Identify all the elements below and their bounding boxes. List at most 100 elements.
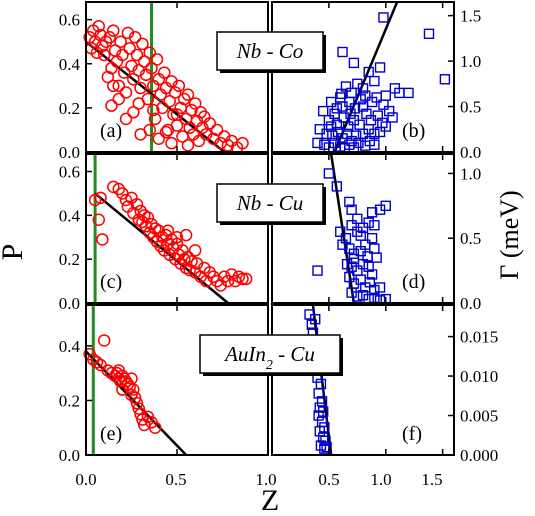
data-point-left-r1-60 bbox=[188, 244, 202, 257]
data-point-right-r0-0 bbox=[378, 12, 389, 23]
data-point-left-r0-41 bbox=[158, 66, 171, 79]
data-point-right-r1-38 bbox=[352, 291, 363, 302]
ticks-layer: 0.00.20.40.60.00.51.01.50.00.20.40.60.00… bbox=[59, 2, 498, 465]
data-point-right-r2-10 bbox=[313, 388, 324, 399]
data-point-right-r0-5 bbox=[363, 66, 374, 78]
data-point-left-r0-64 bbox=[199, 128, 213, 141]
panel-frame-right-r0 bbox=[271, 1, 455, 153]
data-point-left-r0-77 bbox=[152, 132, 166, 146]
y-tick-label-right-r2-0: 0.000 bbox=[460, 446, 498, 465]
data-point-right-r0-69 bbox=[325, 121, 337, 132]
data-point-right-r0-10 bbox=[325, 96, 337, 108]
material-box-bg-r1 bbox=[216, 183, 324, 223]
data-point-right-r1-2 bbox=[344, 196, 355, 208]
labels-layer: (a) (b) Nb - Co (c) (d) Nb - Cu (e) (f) AuIn2 - … bbox=[100, 31, 425, 445]
y-tick-label-right-r2-2: 0.010 bbox=[460, 367, 498, 386]
data-point-left-r1-47 bbox=[203, 266, 217, 279]
material-label-r1: Nb - Cu bbox=[236, 191, 304, 215]
data-point-left-r0-28 bbox=[134, 81, 147, 95]
data-point-left-r0-20 bbox=[119, 86, 133, 99]
data-point-left-r0-79 bbox=[181, 139, 195, 152]
data-point-right-r0-39 bbox=[387, 112, 398, 123]
x-axis-title: Z bbox=[261, 484, 279, 516]
data-point-left-r0-5 bbox=[92, 20, 105, 33]
data-point-left-r1-7 bbox=[119, 193, 133, 207]
data-point-right-r2-21 bbox=[319, 443, 330, 454]
data-point-left-r0-67 bbox=[210, 123, 224, 137]
data-point-left-r2-18 bbox=[128, 391, 142, 404]
data-point-left-r0-83 bbox=[159, 125, 173, 139]
y-tick-label-right-r2-3: 0.015 bbox=[460, 328, 498, 347]
data-point-left-r2-19 bbox=[130, 396, 144, 410]
data-point-right-r1-44 bbox=[348, 253, 360, 265]
data-point-right-r1-14 bbox=[369, 220, 380, 231]
data-point-left-r1-3 bbox=[96, 233, 109, 246]
data-point-right-r0-6 bbox=[374, 62, 386, 73]
data-point-left-r1-57 bbox=[239, 272, 253, 286]
data-point-left-r0-29 bbox=[136, 37, 149, 51]
data-point-right-r1-35 bbox=[369, 284, 380, 296]
fit-line-right-r1 bbox=[329, 153, 356, 304]
data-point-right-r0-19 bbox=[344, 96, 355, 108]
data-point-left-r1-59 bbox=[179, 228, 193, 242]
data-point-right-r0-16 bbox=[369, 75, 380, 87]
data-point-right-r0-9 bbox=[403, 87, 414, 99]
data-point-left-r1-39 bbox=[181, 250, 195, 264]
data-point-left-r1-41 bbox=[185, 255, 198, 268]
material-box-bg-r2 bbox=[199, 334, 341, 374]
data-point-right-r0-65 bbox=[336, 88, 347, 100]
panel-label-left-r1: (c) bbox=[100, 271, 122, 293]
y-tick-label-right-r0-0: 0.0 bbox=[460, 143, 481, 162]
data-point-right-r1-0 bbox=[323, 168, 335, 179]
x-tick-label-right-1: 1.0 bbox=[370, 470, 391, 489]
y-tick-label-left-r1-3: 0.6 bbox=[59, 163, 80, 182]
data-point-left-r0-25 bbox=[128, 31, 142, 44]
markers-layer bbox=[83, 12, 451, 454]
data-point-right-r0-38 bbox=[380, 121, 391, 132]
data-point-right-r0-51 bbox=[374, 126, 386, 138]
panel-label-right-r0: (b) bbox=[402, 120, 425, 142]
x-tick-label-right-2: 1.5 bbox=[421, 470, 442, 489]
x-tick-label-left-0: 0.0 bbox=[75, 470, 96, 489]
data-point-right-r0-31 bbox=[343, 121, 354, 132]
data-point-right-r2-2 bbox=[310, 314, 321, 325]
x-tick-label-left-2: 1.0 bbox=[255, 470, 276, 489]
data-point-left-r0-24 bbox=[127, 72, 140, 86]
data-point-left-r0-47 bbox=[168, 86, 182, 99]
data-point-right-r1-1 bbox=[331, 181, 343, 192]
data-point-right-r1-36 bbox=[374, 282, 386, 293]
data-point-left-r0-18 bbox=[116, 48, 129, 62]
data-point-left-r1-61 bbox=[170, 231, 184, 244]
panel-label-right-r2: (f) bbox=[402, 423, 422, 445]
data-point-left-r1-11 bbox=[130, 198, 144, 211]
y-tick-label-right-r2-1: 0.005 bbox=[460, 407, 498, 426]
data-point-left-r0-21 bbox=[121, 26, 135, 40]
data-point-left-r0-44 bbox=[163, 95, 176, 108]
data-point-right-r0-55 bbox=[329, 137, 340, 149]
data-point-right-r0-2 bbox=[439, 74, 451, 85]
y-tick-label-right-r1-2: 1.0 bbox=[460, 164, 481, 183]
data-point-left-r1-58 bbox=[161, 224, 175, 237]
data-point-right-r1-7 bbox=[380, 200, 391, 212]
y-tick-label-left-r0-2: 0.4 bbox=[59, 55, 81, 74]
data-point-left-r0-22 bbox=[123, 42, 136, 55]
data-point-left-r2-2 bbox=[90, 356, 104, 369]
data-point-left-r1-19 bbox=[145, 217, 158, 231]
data-point-right-r2-1 bbox=[306, 319, 318, 330]
data-point-left-r0-23 bbox=[125, 59, 138, 73]
data-point-left-r0-17 bbox=[114, 35, 127, 48]
data-point-left-r0-65 bbox=[203, 117, 217, 130]
y-tick-label-left-r2-1: 0.2 bbox=[59, 391, 80, 410]
data-point-left-r1-23 bbox=[152, 224, 166, 237]
data-point-right-r2-15 bbox=[316, 416, 328, 428]
y-tick-label-left-r1-0: 0.0 bbox=[59, 294, 80, 313]
data-point-left-r0-85 bbox=[132, 97, 146, 110]
material-label-r0: Nb - Co bbox=[236, 39, 304, 63]
data-point-right-r0-52 bbox=[312, 137, 323, 149]
data-point-left-r1-52 bbox=[221, 274, 235, 288]
data-point-right-r0-13 bbox=[346, 87, 357, 99]
y-tick-label-left-r0-1: 0.2 bbox=[59, 99, 80, 118]
y-tick-label-right-r1-1: 0.5 bbox=[460, 229, 481, 248]
data-point-left-r2-28 bbox=[125, 372, 138, 385]
